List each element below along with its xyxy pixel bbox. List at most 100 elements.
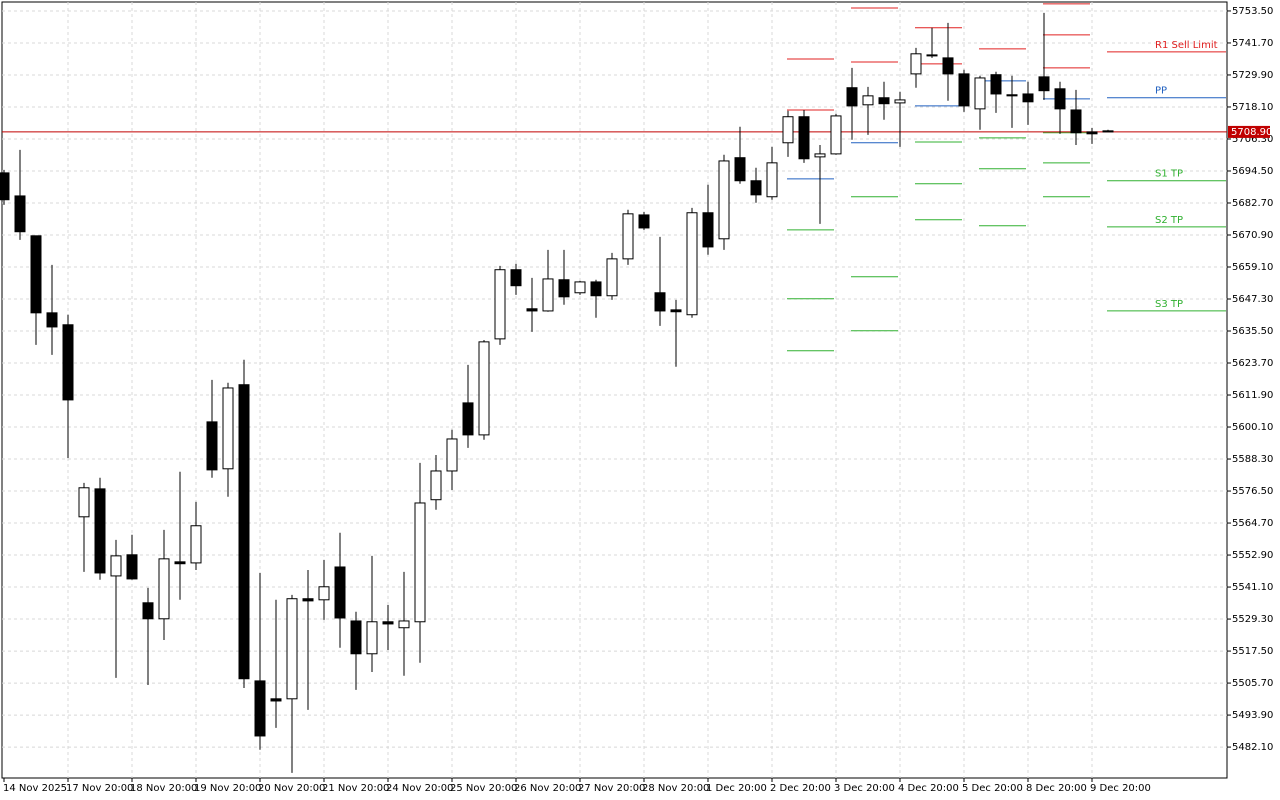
- candle-body: [366, 621, 378, 655]
- candle-body: [526, 308, 538, 312]
- candle-body: [1102, 130, 1114, 133]
- candle-body: [798, 116, 810, 160]
- y-tick-label: 5682.70: [1232, 198, 1273, 209]
- y-tick-label: 5706.30: [1232, 134, 1273, 145]
- candle-body: [382, 621, 394, 625]
- candle-body: [974, 77, 986, 110]
- y-tick-label: 5600.10: [1232, 422, 1273, 433]
- candle-body: [494, 269, 506, 340]
- candle-body: [286, 598, 298, 700]
- candle-body: [926, 54, 938, 57]
- candle-body: [110, 555, 122, 577]
- candle-body: [606, 258, 618, 297]
- candle-body: [46, 312, 58, 328]
- level-label: S2 TP: [1155, 215, 1183, 226]
- candle-body: [830, 115, 842, 155]
- y-tick-label: 5611.90: [1232, 390, 1273, 401]
- x-tick-label: 17 Nov 20:00: [66, 783, 133, 794]
- candle-body: [558, 279, 570, 298]
- y-tick-label: 5623.70: [1232, 358, 1273, 369]
- candle-body: [542, 278, 554, 312]
- y-tick-label: 5541.10: [1232, 582, 1273, 593]
- candle-body: [590, 281, 602, 297]
- x-tick-label: 28 Nov 20:00: [642, 783, 709, 794]
- y-tick-label: 5529.30: [1232, 614, 1273, 625]
- candle-body: [302, 598, 314, 602]
- x-tick-label: 21 Nov 20:00: [322, 783, 389, 794]
- level-label: PP: [1155, 86, 1167, 97]
- y-tick-label: 5564.70: [1232, 518, 1273, 529]
- y-tick-label: 5517.50: [1232, 646, 1273, 657]
- candle-body: [62, 324, 74, 401]
- y-tick-label: 5741.70: [1232, 38, 1273, 49]
- candle-body: [30, 235, 42, 314]
- candle-body: [894, 99, 906, 104]
- candle-body: [318, 586, 330, 601]
- candle-body: [958, 73, 970, 107]
- x-tick-label: 3 Dec 20:00: [834, 783, 895, 794]
- candle-body: [174, 561, 186, 565]
- candle-body: [862, 95, 874, 106]
- candle-body: [142, 602, 154, 620]
- candle-body: [782, 116, 794, 144]
- x-tick-label: 9 Dec 20:00: [1090, 783, 1151, 794]
- candle-body: [462, 402, 474, 436]
- candle-body: [942, 57, 954, 75]
- y-tick-label: 5647.30: [1232, 294, 1273, 305]
- candle-body: [1054, 88, 1066, 110]
- level-label: R1 Sell Limit: [1155, 40, 1218, 51]
- level-label: S3 TP: [1155, 299, 1183, 310]
- candle-body: [350, 620, 362, 655]
- candle-body: [430, 470, 442, 501]
- candle-body: [1086, 131, 1098, 135]
- candle-body: [270, 698, 282, 702]
- candle-body: [1006, 94, 1018, 97]
- candle-body: [670, 309, 682, 313]
- y-tick-label: 5718.10: [1232, 102, 1273, 113]
- y-tick-label: 5482.10: [1232, 742, 1273, 753]
- candle-body: [846, 87, 858, 107]
- x-tick-label: 24 Nov 20:00: [386, 783, 453, 794]
- y-tick-label: 5552.90: [1232, 550, 1273, 561]
- candle-body: [702, 212, 714, 248]
- y-tick-label: 5505.70: [1232, 678, 1273, 689]
- candle-body: [206, 421, 218, 471]
- candle-body: [0, 172, 10, 201]
- candle-body: [94, 488, 106, 574]
- plot-frame: [1, 1, 1228, 779]
- candle-body: [622, 213, 634, 260]
- x-tick-label: 19 Nov 20:00: [194, 783, 261, 794]
- candle-body: [1022, 93, 1034, 103]
- x-tick-label: 25 Nov 20:00: [450, 783, 517, 794]
- candle-body: [574, 281, 586, 294]
- candle-body: [446, 438, 458, 472]
- candle-body: [254, 680, 266, 737]
- candle-body: [334, 566, 346, 619]
- candle-body: [654, 292, 666, 312]
- candle-body: [398, 620, 410, 629]
- candle-body: [878, 97, 890, 105]
- candle-body: [766, 162, 778, 198]
- candle-body: [638, 214, 650, 229]
- x-tick-label: 27 Nov 20:00: [578, 783, 645, 794]
- candle-body: [158, 558, 170, 620]
- current-price-label: 5708.90: [1231, 127, 1272, 138]
- x-tick-label: 2 Dec 20:00: [770, 783, 831, 794]
- candle-body: [14, 195, 26, 233]
- candle-body: [478, 341, 490, 436]
- candle-body: [814, 153, 826, 158]
- x-tick-label: 8 Dec 20:00: [1026, 783, 1087, 794]
- y-tick-label: 5729.90: [1232, 70, 1273, 81]
- candle-body: [126, 554, 138, 580]
- candle-body: [750, 180, 762, 196]
- y-tick-label: 5753.50: [1232, 6, 1273, 17]
- candle-body: [414, 502, 426, 623]
- y-tick-label: 5493.90: [1232, 710, 1273, 721]
- candle-body: [1038, 76, 1050, 92]
- y-tick-label: 5588.30: [1232, 454, 1273, 465]
- candle-body: [78, 487, 90, 518]
- candle-body: [1070, 109, 1082, 134]
- x-tick-label: 5 Dec 20:00: [962, 783, 1023, 794]
- candle-body: [222, 387, 234, 470]
- x-tick-label: 26 Nov 20:00: [514, 783, 581, 794]
